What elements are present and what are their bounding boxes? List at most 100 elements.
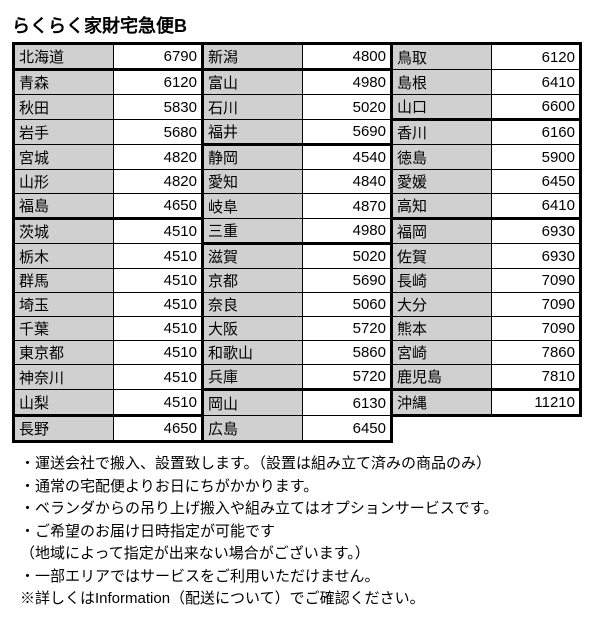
region-cell: 大分 (392, 293, 492, 317)
region-cell: 茨城 (14, 219, 114, 244)
price-cell: 7860 (492, 341, 581, 365)
region-cell: 三重 (203, 219, 303, 244)
region-cell: 愛知 (203, 170, 303, 194)
price-cell: 6160 (492, 120, 581, 145)
price-cell: 5830 (114, 95, 203, 120)
region-cell: 群馬 (14, 269, 114, 293)
region-cell: 鹿児島 (392, 365, 492, 390)
price-cell: 6790 (114, 44, 203, 70)
price-cell: 7090 (492, 269, 581, 293)
region-cell: 福井 (203, 120, 303, 145)
price-cell: 4820 (114, 170, 203, 194)
region-cell: 兵庫 (203, 365, 303, 390)
price-cell: 5020 (303, 95, 392, 120)
region-cell: 熊本 (392, 317, 492, 341)
note-item: ・一部エリアではサービスをご利用いただけません。 (20, 566, 588, 589)
region-cell: 沖縄 (392, 390, 492, 416)
price-cell: 4980 (303, 219, 392, 244)
price-cell: 6130 (303, 390, 392, 416)
region-cell: 神奈川 (14, 365, 114, 390)
region-cell: 岡山 (203, 390, 303, 416)
region-cell: 和歌山 (203, 341, 303, 365)
region-cell: 宮城 (14, 145, 114, 170)
note-item: ・通常の宅配便よりお日にちがかかります。 (20, 476, 588, 499)
price-cell: 5720 (303, 365, 392, 390)
region-cell: 石川 (203, 95, 303, 120)
region-cell: 愛媛 (392, 170, 492, 194)
region-cell: 静岡 (203, 145, 303, 170)
region-cell: 埼玉 (14, 293, 114, 317)
price-cell: 4870 (303, 194, 392, 219)
region-cell: 福岡 (392, 219, 492, 244)
price-cell: 4510 (114, 341, 203, 365)
price-cell: 4510 (114, 390, 203, 416)
shipping-title: らくらく家財宅急便B (12, 12, 588, 38)
region-cell: 香川 (392, 120, 492, 145)
price-cell: 7810 (492, 365, 581, 390)
region-cell: 栃木 (14, 244, 114, 269)
price-cell: 4510 (114, 244, 203, 269)
region-cell: 新潟 (203, 44, 303, 70)
note-item: （地域によって指定が出来ない場合がございます。） (20, 543, 588, 566)
price-cell: 4510 (114, 269, 203, 293)
region-cell: 島根 (392, 70, 492, 95)
price-cell: 4980 (303, 70, 392, 95)
price-cell: 4650 (114, 194, 203, 219)
region-cell: 山形 (14, 170, 114, 194)
region-cell: 東京都 (14, 341, 114, 365)
price-cell: 4800 (303, 44, 392, 70)
note-item: ・運送会社で搬入、設置致します。（設置は組み立て済みの商品のみ） (20, 453, 588, 476)
price-cell: 4820 (114, 145, 203, 170)
shipping-notes: ・運送会社で搬入、設置致します。（設置は組み立て済みの商品のみ）・通常の宅配便よ… (12, 453, 588, 611)
price-cell: 5900 (492, 145, 581, 170)
region-cell: 北海道 (14, 44, 114, 70)
region-cell: 秋田 (14, 95, 114, 120)
price-cell: 4540 (303, 145, 392, 170)
region-cell: 山梨 (14, 390, 114, 416)
region-cell: 徳島 (392, 145, 492, 170)
region-cell: 宮崎 (392, 341, 492, 365)
price-cell: 5020 (303, 244, 392, 269)
price-cell: 6450 (492, 170, 581, 194)
region-cell: 大阪 (203, 317, 303, 341)
price-cell: 6930 (492, 244, 581, 269)
region-cell: 奈良 (203, 293, 303, 317)
region-cell: 滋賀 (203, 244, 303, 269)
price-cell: 4510 (114, 293, 203, 317)
price-cell: 5680 (114, 120, 203, 145)
region-cell: 青森 (14, 70, 114, 95)
note-item: ・ベランダからの吊り上げ搬入や組み立てはオプションサービスです。 (20, 498, 588, 521)
price-cell: 5690 (303, 269, 392, 293)
region-cell: 富山 (203, 70, 303, 95)
region-cell: 山口 (392, 95, 492, 120)
price-cell: 6410 (492, 194, 581, 219)
shipping-price-table: 北海道6790新潟4800鳥取6120青森6120富山4980島根6410秋田5… (12, 42, 582, 443)
price-cell: 4650 (114, 416, 203, 442)
price-cell: 7090 (492, 293, 581, 317)
region-cell: 佐賀 (392, 244, 492, 269)
price-cell: 6410 (492, 70, 581, 95)
region-cell: 福島 (14, 194, 114, 219)
region-cell: 千葉 (14, 317, 114, 341)
region-cell: 長野 (14, 416, 114, 442)
price-cell: 4840 (303, 170, 392, 194)
price-cell: 6930 (492, 219, 581, 244)
price-cell: 6600 (492, 95, 581, 120)
note-item: ※詳しくはInformation（配送について）でご確認ください。 (20, 588, 588, 611)
region-cell: 長崎 (392, 269, 492, 293)
price-cell: 6450 (303, 416, 392, 442)
price-cell: 6120 (492, 44, 581, 70)
price-cell: 5690 (303, 120, 392, 145)
region-cell: 高知 (392, 194, 492, 219)
price-cell: 4510 (114, 365, 203, 390)
price-cell: 4510 (114, 317, 203, 341)
region-cell: 広島 (203, 416, 303, 442)
note-item: ・ご希望のお届け日時指定が可能です (20, 521, 588, 544)
price-cell: 7090 (492, 317, 581, 341)
price-cell: 6120 (114, 70, 203, 95)
region-cell: 岩手 (14, 120, 114, 145)
price-cell: 11210 (492, 390, 581, 416)
price-cell: 5060 (303, 293, 392, 317)
price-cell: 5720 (303, 317, 392, 341)
price-cell: 4510 (114, 219, 203, 244)
